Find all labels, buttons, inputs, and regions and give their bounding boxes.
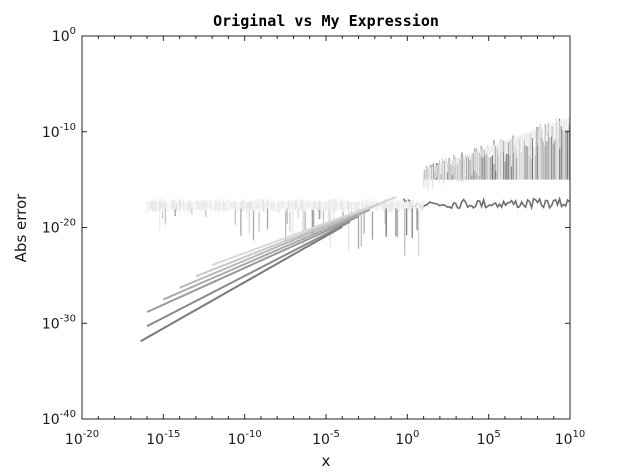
series-line-4 <box>162 208 371 301</box>
plot-area <box>140 117 571 343</box>
chart-title: Original vs My Expression <box>213 12 439 30</box>
x-axis-label: x <box>322 452 331 470</box>
y-tick-label: 10-30 <box>42 313 76 332</box>
x-tick-label: 1010 <box>555 429 586 448</box>
y-tick-label: 100 <box>52 26 76 45</box>
series-line-7 <box>211 196 397 266</box>
lower-band-line <box>402 196 571 211</box>
series-line-1 <box>140 225 343 343</box>
y-axis: 10-40 10-30 10-20 10-10 100 <box>42 26 570 428</box>
y-tick-label: 10-40 <box>42 409 76 428</box>
x-tick-label: 10-5 <box>312 429 340 448</box>
x-axis: 10-20 10-15 10-10 10-5 100 105 1010 <box>65 36 585 448</box>
series-line-3 <box>146 215 359 313</box>
x-tick-label: 10-20 <box>65 429 99 448</box>
x-tick-label: 100 <box>395 429 419 448</box>
series-line-2 <box>146 220 351 327</box>
x-tick-label: 105 <box>477 429 501 448</box>
plot-frame <box>81 35 571 420</box>
x-tick-label: 10-10 <box>228 429 262 448</box>
x-tick-label: 10-15 <box>146 429 180 448</box>
y-tick-label: 10-20 <box>42 218 76 237</box>
y-tick-label: 10-10 <box>42 122 76 141</box>
y-axis-label: Abs error <box>12 193 30 263</box>
